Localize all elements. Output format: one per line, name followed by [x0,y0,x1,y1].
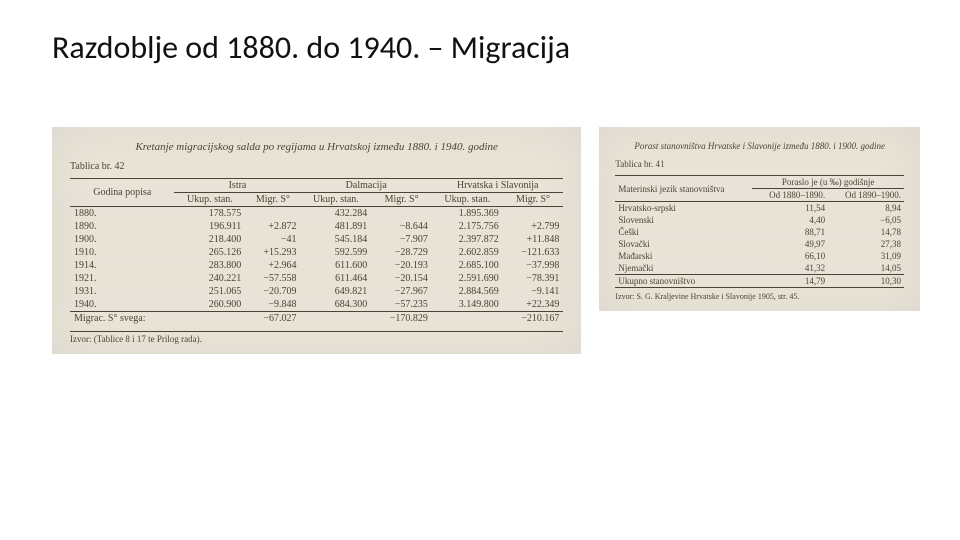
total-dalm: −170.829 [371,312,432,326]
col-growth: Poraslo je (u ‰) godišnje [752,176,904,189]
group-dalmacija: Dalmacija [301,179,432,193]
table-b-caption: Porast stanovništva Hrvatske i Slavonije… [615,141,904,151]
table-b-label: Tablica br. 41 [615,159,904,169]
total-label: Migrac. S° svega: [70,312,174,326]
page-title: Razdoblje od 1880. do 1940. – Migracija [52,28,920,67]
group-istra: Istra [174,179,300,193]
subcol: Ukup. stan. [174,193,245,207]
total-a: 14,79 [752,275,828,288]
col-year: Godina popisa [70,179,174,207]
table-b: Materinski jezik stanovništva Poraslo je… [615,175,904,288]
table-row: Slovenski4,40−6,05 [615,214,904,226]
table-row: 1910.265.126+15.293592.599−28.7292.602.8… [70,246,563,259]
table-row: 1940.260.900−9.848684.300−57.2353.149.80… [70,298,563,312]
table-migration-balance: Kretanje migracijskog salda po regijama … [52,127,581,354]
table-row: Češki88,7114,78 [615,226,904,238]
table-row: 1900.218.400−41545.184−7.9072.397.872+11… [70,233,563,246]
table-a: Godina popisa Istra Dalmacija Hrvatska i… [70,178,563,325]
col-period2: Od 1890–1900. [828,189,904,202]
content-row: Kretanje migracijskog salda po regijama … [52,127,920,354]
table-row: Njemački41,3214,05 [615,262,904,275]
table-row: 1914.283.800+2.964611.600−20.1932.685.10… [70,259,563,272]
total-label-b: Ukupno stanovništvo [615,275,752,288]
total-hrv: −210.167 [503,312,564,326]
table-row: Mađarski66,1031,09 [615,250,904,262]
table-row: Slovački49,9727,38 [615,238,904,250]
table-a-source: Izvor: (Tablice 8 i 17 te Prilog rada). [70,331,563,344]
subcol: Migr. S° [503,193,564,207]
table-b-source: Izvor: S. G. Kraljevine Hrvatske i Slavo… [615,292,904,301]
table-row: Hrvatsko-srpski11,548,94 [615,202,904,215]
total-istra: −67.027 [245,312,300,326]
table-row: 1921.240.221−57.558611.464−20.1542.591.6… [70,272,563,285]
table-row: 1890.196.911+2.872481.891−8.6442.175.756… [70,220,563,233]
subcol: Ukup. stan. [301,193,372,207]
subcol: Migr. S° [245,193,300,207]
table-row: 1931.251.065−20.709649.821−27.9672.884.5… [70,285,563,298]
table-a-caption: Kretanje migracijskog salda po regijama … [70,141,563,153]
col-period1: Od 1880–1890. [752,189,828,202]
table-row: 1880.178.575432.2841.895.369 [70,207,563,221]
subcol: Ukup. stan. [432,193,503,207]
table-a-label: Tablica br. 42 [70,161,563,172]
total-b: 10,30 [828,275,904,288]
table-population-growth: Porast stanovništva Hrvatske i Slavonije… [599,127,920,311]
subcol: Migr. S° [371,193,432,207]
col-language: Materinski jezik stanovništva [615,176,752,202]
group-hrv-slav: Hrvatska i Slavonija [432,179,563,193]
